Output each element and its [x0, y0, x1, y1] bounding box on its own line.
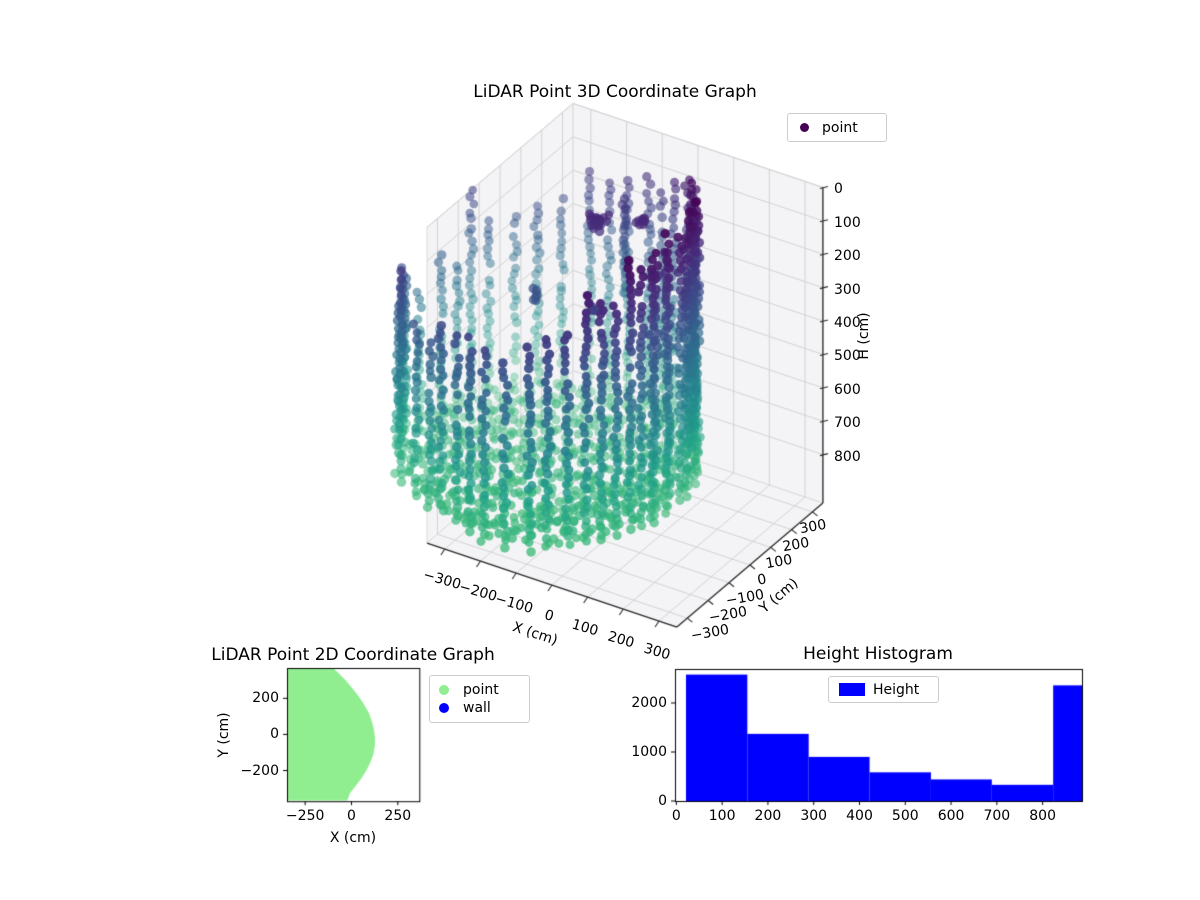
plot2d-xlabel: X (cm)	[329, 830, 377, 846]
plot3d-title: LiDAR Point 3D Coordinate Graph	[473, 82, 757, 102]
plot2d-x-tick-label: −250	[285, 808, 325, 825]
histogram-x-tick-label: 700	[983, 808, 1011, 824]
plot3d-legend-row: point	[800, 119, 886, 137]
plot3d-z-tick-label: 0	[834, 181, 843, 198]
plot3d-z-tick-label: 100	[834, 214, 861, 231]
histogram-legend: Height	[828, 676, 939, 703]
point-marker-icon	[800, 123, 809, 132]
histogram-x-tick-label: 100	[708, 808, 736, 824]
histogram-x-tick-label: 0	[671, 808, 681, 824]
histogram-y-tick-label: 0	[658, 793, 667, 809]
plot2d-x-tick-label: 0	[347, 808, 356, 825]
plot3d-z-tick-label: 200	[834, 248, 861, 265]
point-marker-icon	[439, 685, 449, 695]
histogram-x-tick-label: 400	[846, 808, 873, 824]
histogram-x-tick-label: 300	[800, 808, 828, 824]
histogram-x-tick-label: 500	[891, 808, 919, 824]
plot3d-z-tick-label: 500	[834, 348, 861, 365]
wall-marker-icon	[439, 703, 449, 713]
plot2d-y-tick-label: 0	[270, 726, 279, 743]
plot2d-legend-label-wall: wall	[463, 700, 491, 716]
plot3d-z-tick-label: 300	[834, 281, 861, 298]
plot2d-y-tick-label: −200	[240, 762, 279, 779]
plot3d-legend: point	[787, 113, 887, 142]
plot2d-legend: point wall	[429, 675, 530, 723]
plot3d-z-tick-label: 600	[834, 381, 861, 398]
histogram-x-tick-label: 200	[754, 808, 782, 824]
histogram-y-tick-label: 2000	[631, 695, 667, 711]
histogram-title: Height Histogram	[803, 644, 953, 664]
plot3d-legend-label: point	[822, 119, 858, 136]
histogram-x-tick-label: 800	[1029, 808, 1056, 824]
plot2d-legend-row-wall: wall	[439, 699, 529, 717]
height-series-marker-icon	[839, 683, 865, 696]
plot2d-ylabel: Y (cm)	[216, 712, 232, 758]
plot3d-z-tick-label: 700	[834, 415, 861, 432]
plot3d-z-tick-label: 800	[834, 448, 861, 465]
plot2d-legend-label-point: point	[463, 682, 499, 698]
histogram-y-tick-label: 1000	[631, 744, 667, 760]
plot2d-title: LiDAR Point 2D Coordinate Graph	[211, 645, 495, 665]
histogram-legend-row: Height	[839, 681, 938, 699]
histogram-x-tick-label: 600	[937, 808, 965, 824]
plot3d-z-tick-label: 400	[834, 315, 861, 332]
plot2d-legend-row-point: point	[439, 681, 529, 699]
histogram-legend-label: Height	[873, 681, 920, 698]
plot2d-x-tick-label: 250	[384, 808, 412, 825]
plot2d-y-tick-label: 200	[252, 690, 279, 707]
